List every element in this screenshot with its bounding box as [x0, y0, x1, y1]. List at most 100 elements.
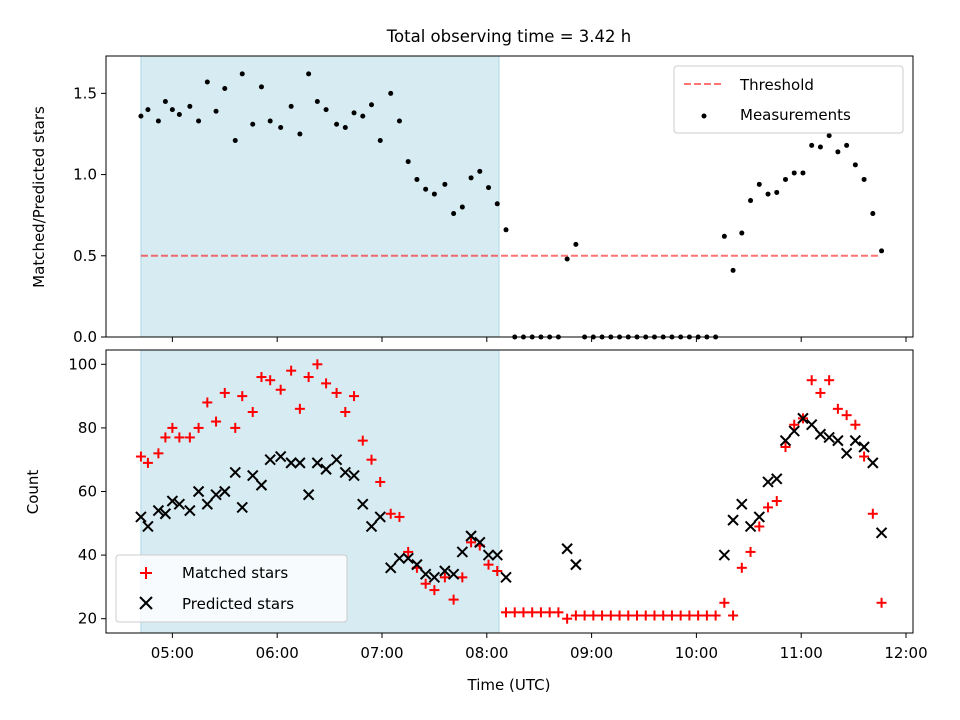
predicted-star-point [229, 466, 241, 479]
measurement-point [451, 211, 457, 217]
count-y-label: Count [24, 470, 42, 515]
matched-star-point [501, 607, 512, 618]
predicted-star-point [311, 457, 324, 469]
figure-title: Total observing time = 3.42 h [386, 27, 631, 46]
legend-matched-swatch [140, 567, 152, 579]
measurement-point [774, 189, 780, 195]
x-stroke [797, 412, 809, 425]
ratio-y-label: Matched/Predicted stars [30, 106, 48, 288]
x-stroke [302, 488, 315, 501]
predicted-star-point [570, 558, 582, 571]
x-stroke [858, 441, 870, 453]
x-stroke [229, 466, 241, 479]
x-stroke [570, 558, 582, 571]
predicted-star-point [159, 508, 172, 520]
measurement-point [817, 144, 823, 150]
matched-star-point [247, 407, 258, 418]
measurement-point [258, 84, 264, 90]
x-stroke [159, 508, 172, 520]
matched-star-point [684, 610, 695, 621]
x-stroke [849, 434, 862, 447]
matched-star-point [649, 610, 660, 621]
ratio-legend: Threshold Measurements [673, 65, 904, 134]
measurement-point [468, 175, 474, 181]
x-stroke [247, 469, 259, 482]
measurement-point [564, 256, 570, 262]
matched-star-point [286, 365, 297, 376]
x-stroke [402, 552, 414, 564]
x-stroke [727, 514, 739, 526]
x-stroke [491, 549, 503, 561]
matched-star-point [859, 451, 870, 462]
matched-star-point [867, 508, 878, 519]
matched-star-point [294, 403, 305, 414]
x-stroke [135, 511, 147, 523]
matched-star-point [202, 397, 213, 408]
matched-star-point [745, 546, 756, 557]
x-stroke [500, 571, 512, 584]
x-stroke [357, 498, 369, 510]
matched-star-point [403, 546, 414, 557]
count-y-axis: 20 40 60 80 100 [68, 355, 106, 628]
x-stroke [152, 504, 165, 517]
legend-matched-label: Matched stars [182, 564, 288, 582]
predicted-star-point [428, 571, 441, 584]
predicted-star-point [456, 546, 469, 558]
x-stroke [456, 546, 469, 558]
predicted-star-point [788, 425, 800, 437]
predicted-star-point [142, 520, 154, 533]
measurement-point [756, 181, 762, 187]
x-stroke [348, 469, 360, 482]
measurement-point [232, 137, 238, 143]
x-tick-label: 08:00 [465, 644, 508, 662]
matched-star-point [466, 537, 477, 548]
x-stroke [173, 498, 186, 510]
y-tick-label: 40 [78, 546, 97, 564]
predicted-star-point [247, 469, 259, 482]
predicted-star-point [219, 485, 231, 498]
measurement-point [377, 137, 383, 143]
matched-star-point [211, 416, 222, 427]
x-stroke [736, 498, 748, 510]
predicted-star-point [849, 434, 862, 447]
count-x-label: Time (UTC) [467, 676, 551, 694]
measurement-point [187, 103, 193, 109]
measurement-point [176, 111, 182, 117]
x-stroke [744, 520, 757, 533]
x-tick-label: 11:00 [780, 644, 823, 662]
x-stroke [814, 428, 827, 440]
matched-star-point [265, 375, 276, 386]
matched-star-point [562, 613, 573, 624]
x-stroke [285, 457, 297, 469]
predicted-star-point [832, 434, 844, 447]
matched-star-points [135, 359, 887, 624]
matched-star-point [312, 359, 323, 370]
matched-star-point [597, 610, 608, 621]
legend-measurements-swatch [701, 113, 707, 119]
x-stroke [320, 463, 332, 475]
y-tick-label: 60 [78, 483, 97, 501]
x-tick-label: 07:00 [360, 644, 403, 662]
measurement-point [503, 227, 509, 233]
x-stroke [823, 431, 835, 444]
predicted-star-point [173, 498, 186, 510]
predicted-star-point [166, 495, 179, 507]
matched-star-point [420, 578, 431, 589]
x-stroke [264, 453, 276, 466]
matched-star-point [193, 422, 204, 433]
matched-star-point [736, 562, 747, 573]
matched-star-point [527, 607, 538, 618]
predicted-star-point [447, 568, 460, 580]
matched-star-point [385, 508, 396, 519]
matched-star-point [366, 454, 377, 465]
x-stroke [201, 498, 214, 510]
matched-star-point [763, 502, 774, 513]
predicted-star-point [374, 511, 386, 523]
predicted-star-point [330, 453, 343, 466]
measurement-point [351, 110, 357, 116]
x-tick-label: 09:00 [570, 644, 613, 662]
matched-star-point [357, 435, 368, 446]
predicted-star-point [867, 457, 879, 469]
matched-star-point [237, 391, 248, 402]
matched-star-point [710, 610, 721, 621]
